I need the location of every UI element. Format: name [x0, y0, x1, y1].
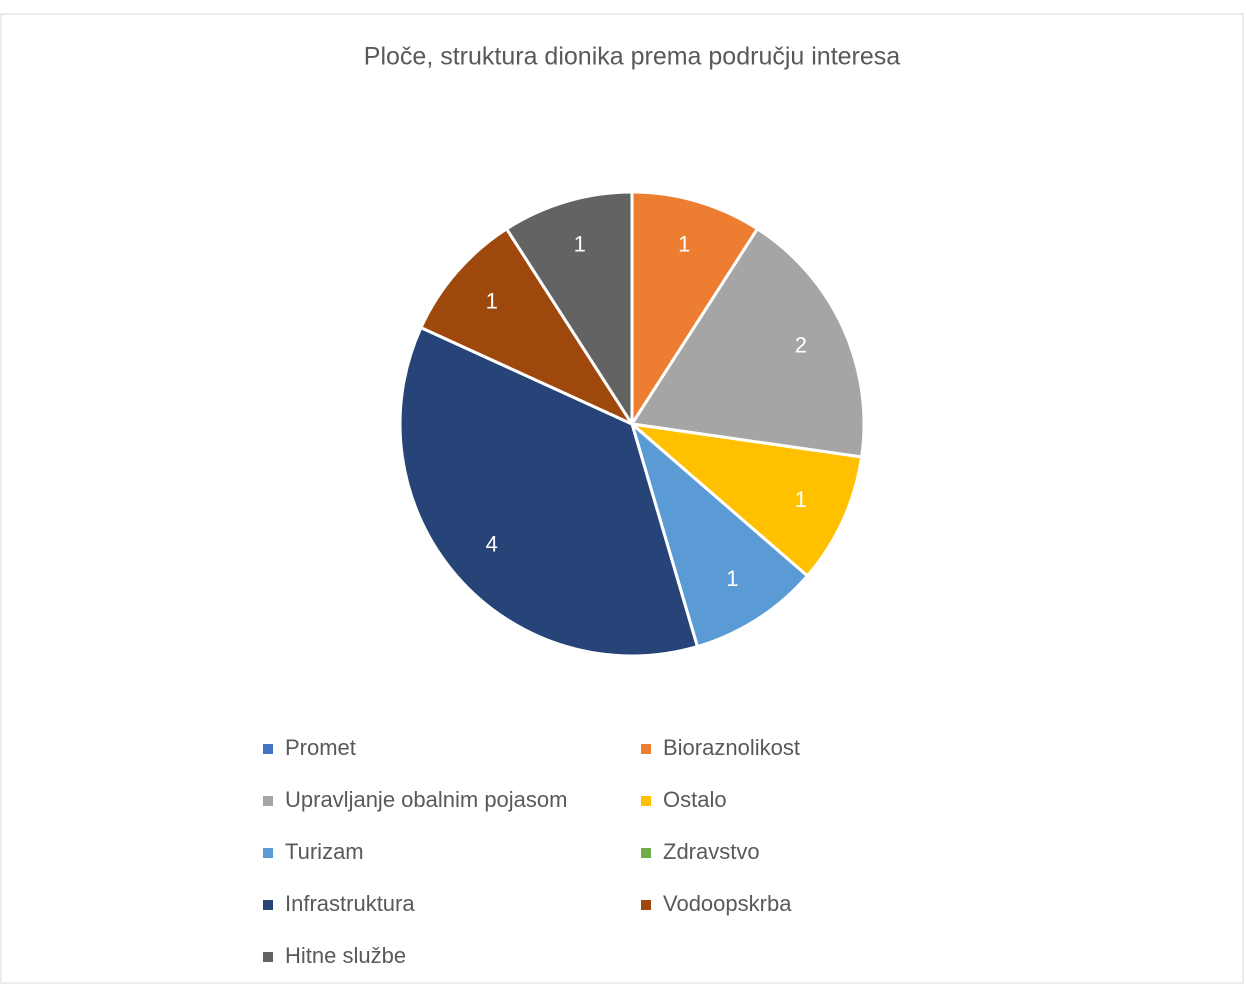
- pie-slice: [504, 190, 634, 430]
- pie-slice: [629, 419, 810, 649]
- pie-slice: [629, 226, 866, 459]
- data-label: 1: [678, 232, 690, 257]
- legend-label: Hitne službe: [285, 943, 406, 968]
- legend-swatch: [641, 900, 651, 910]
- pie-slice: [398, 325, 700, 658]
- legend-label: Upravljanje obalnim pojasom: [285, 787, 567, 812]
- legend-swatch: [263, 848, 273, 858]
- pie-slice: [627, 421, 864, 579]
- pie-slice: [418, 226, 637, 428]
- legend-label: Zdravstvo: [663, 839, 760, 864]
- pie-slice: [630, 190, 760, 430]
- data-label: 1: [795, 487, 807, 512]
- legend-swatch: [641, 744, 651, 754]
- legend-label: Infrastruktura: [285, 891, 415, 916]
- legend-swatch: [263, 900, 273, 910]
- data-label: 1: [574, 232, 586, 257]
- data-label: 2: [795, 333, 807, 358]
- legend-label: Vodoopskrba: [663, 891, 792, 916]
- legend-label: Ostalo: [663, 787, 727, 812]
- data-label: 1: [726, 566, 738, 591]
- legend-label: Promet: [285, 735, 356, 760]
- legend-label: Bioraznolikost: [663, 735, 800, 760]
- data-label: 1: [486, 288, 498, 313]
- legend-swatch: [641, 848, 651, 858]
- legend-swatch: [263, 796, 273, 806]
- data-label: 4: [486, 531, 498, 556]
- chart-title: Ploče, struktura dionika prema području …: [364, 43, 900, 71]
- legend-swatch: [263, 744, 273, 754]
- legend-swatch: [263, 952, 273, 962]
- legend-label: Turizam: [285, 839, 364, 864]
- legend-swatch: [641, 796, 651, 806]
